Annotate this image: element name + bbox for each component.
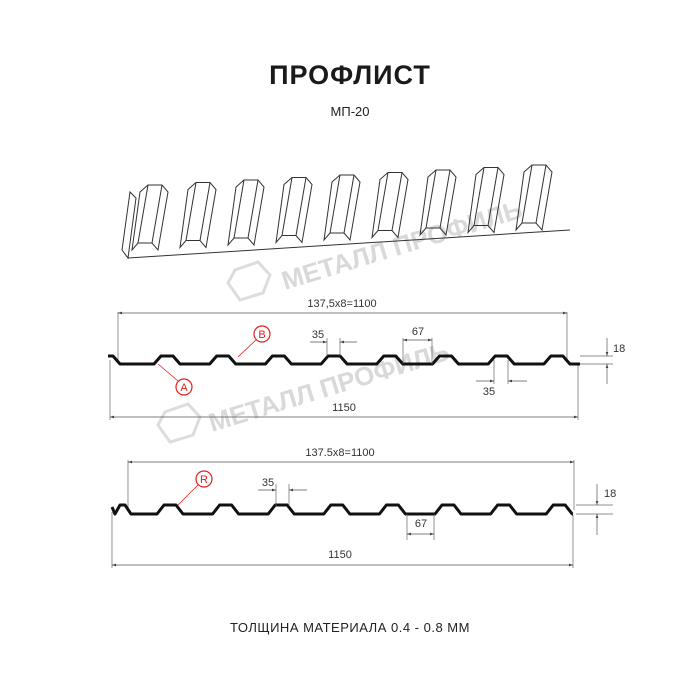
profile-r-drawing: 137.5x8=1100 1150 35 67 18 R — [110, 447, 616, 568]
sheet-rib — [419, 169, 457, 237]
sheet-rib-crease — [199, 182, 211, 241]
sheet-rib-crease — [377, 172, 389, 231]
sheet-rib-crease — [487, 167, 499, 226]
svg-text:МЕТАЛЛ ПРОФИЛЬ: МЕТАЛЛ ПРОФИЛЬ — [278, 194, 526, 296]
sheet-3d-view — [121, 164, 571, 260]
height-label: 18 — [604, 488, 616, 500]
width-label: 1150 — [328, 549, 352, 561]
sheet-rib-crease — [343, 174, 355, 234]
sheet-rib-crease — [185, 182, 197, 241]
sheet-rib — [323, 174, 361, 242]
sheet-rib — [179, 182, 217, 250]
rib-base-label: 67 — [415, 518, 427, 530]
pitch-label: 137,5x8=1100 — [307, 298, 376, 310]
marker-r — [195, 470, 213, 488]
width-label: 1150 — [332, 402, 356, 414]
sheet-rib — [131, 184, 169, 252]
svg-text:R: R — [200, 474, 208, 486]
sheet-rib-crease — [281, 177, 293, 236]
sheet-rib — [467, 167, 505, 235]
sheet-rib-crease — [535, 164, 547, 224]
sheet-rib-crease — [137, 184, 149, 244]
rib-base-label: 67 — [412, 326, 424, 338]
material-thickness-note: ТОЛЩИНА МАТЕРИАЛА 0.4 - 0.8 ММ — [230, 620, 470, 635]
height-label: 18 — [613, 343, 625, 355]
profile-r-line — [110, 503, 574, 516]
sheet-rib-crease — [329, 174, 341, 234]
svg-text:B: B — [258, 329, 265, 341]
sheet-rib-crease — [391, 172, 403, 231]
rib-top-label: 35 — [262, 477, 274, 489]
marker-b — [253, 325, 271, 343]
sheet-rib-crease — [295, 177, 307, 236]
sheet-rib — [275, 177, 313, 245]
sheet-rib-crease — [247, 179, 259, 239]
sheet-rib-crease — [233, 179, 245, 239]
profile-ab-line — [108, 354, 580, 366]
sheet-rib-crease — [439, 169, 451, 229]
sheet-rib-crease — [473, 167, 485, 226]
rib-top-label: 35 — [312, 329, 324, 341]
sheet-rib — [515, 164, 553, 232]
profile-ab-drawing: 137,5x8=1100 1150 35 67 35 — [108, 298, 625, 420]
sheet-bottom-edge — [127, 229, 571, 259]
sheet-rib-crease — [521, 164, 533, 224]
sheet-rib — [227, 179, 265, 247]
sheet-rib — [371, 172, 409, 240]
sheet-edge — [121, 190, 137, 260]
svg-text:A: A — [180, 382, 188, 394]
marker-a — [175, 378, 193, 396]
page-title: ПРОФЛИСТ — [269, 60, 431, 90]
svg-text:МЕТАЛЛ ПРОФИЛЬ: МЕТАЛЛ ПРОФИЛЬ — [205, 336, 453, 438]
pitch-label: 137.5x8=1100 — [305, 447, 374, 459]
watermark-2: МЕТАЛЛ ПРОФИЛЬ — [156, 336, 453, 444]
rib-bottom-label: 35 — [483, 386, 495, 398]
sheet-rib-crease — [151, 184, 163, 244]
watermark-1: МЕТАЛЛ ПРОФИЛЬ — [226, 194, 526, 302]
sheet-rib-crease — [425, 169, 437, 229]
page-subtitle: МП-20 — [330, 104, 370, 119]
